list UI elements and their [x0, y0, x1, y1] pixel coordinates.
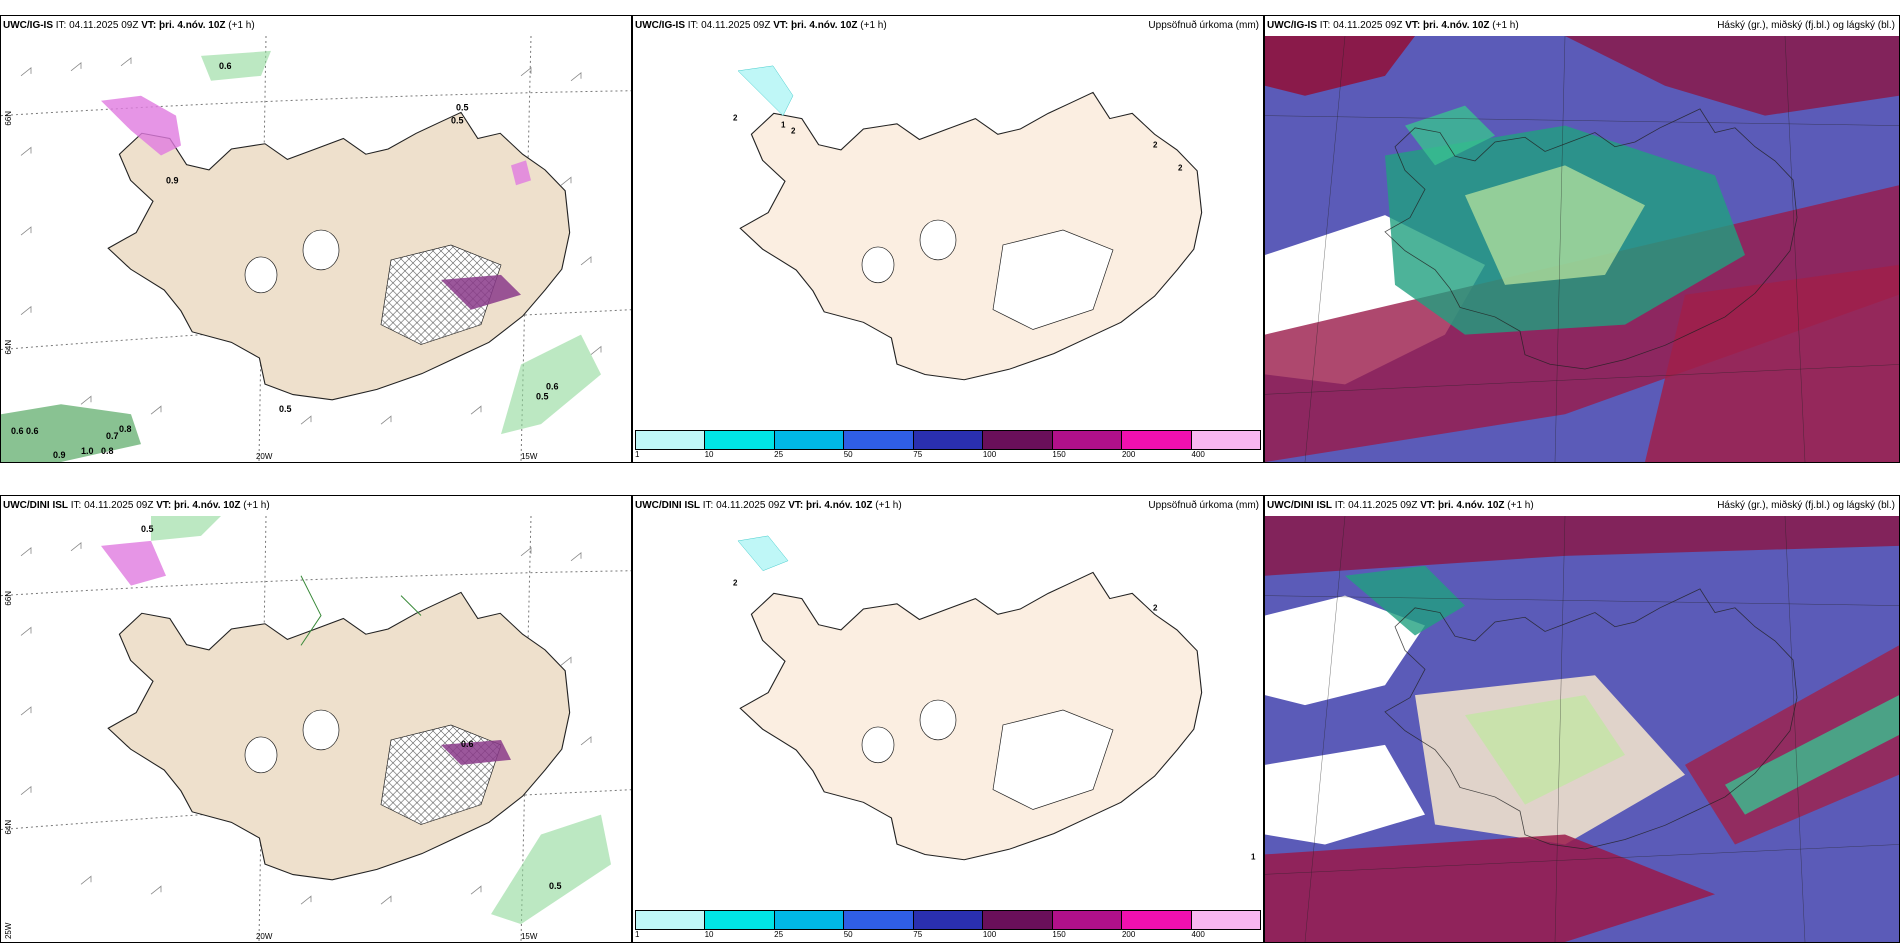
precip-value: 2	[733, 114, 738, 123]
wind-value: 0.6	[461, 739, 474, 749]
svg-text:66N: 66N	[4, 591, 13, 606]
wind-map: 0.6 0.5 0.5 0.9 0.6 0.5 0.5 0.6 0.8 0.7 …	[1, 36, 631, 462]
wind-map-panel-row0: UWC/IG-IS IT: 04.11.2025 09Z VT: þri. 4.…	[0, 15, 632, 463]
precip-map: 2 1 2 2 2	[633, 36, 1263, 430]
cloud-title: Háský (gr.), miðský (fj.bl.) og lágský (…	[1717, 500, 1895, 511]
wind-value: 0.7	[106, 431, 119, 441]
cloud-map	[1265, 516, 1899, 942]
wind-value: 0.5	[549, 881, 562, 891]
precip-value: 2	[791, 127, 796, 136]
lat-label: 64N	[4, 340, 13, 355]
cloud-title: Háský (gr.), miðský (fj.bl.) og lágský (…	[1717, 20, 1895, 31]
wind-value: 1.0	[81, 446, 94, 456]
wind-map: 0.5 0.6 0.5 20W 15W 66N 64N 25W	[1, 516, 631, 942]
lat-label: 66N	[4, 111, 13, 126]
cloud-map-panel-row0: UWC/IG-IS IT: 04.11.2025 09Z VT: þri. 4.…	[1264, 15, 1900, 463]
panel-header: UWC/DINI ISL IT: 04.11.2025 09Z VT: þri.…	[3, 500, 270, 511]
wind-value: 0.5	[279, 404, 292, 414]
svg-text:15W: 15W	[521, 932, 538, 941]
wind-value: 0.5	[456, 103, 469, 113]
panel-header: UWC/DINI ISL IT: 04.11.2025 09Z VT: þri.…	[1265, 496, 1899, 516]
precip-colorbar	[635, 430, 1261, 450]
svg-text:25W: 25W	[4, 922, 13, 939]
precip-map-panel-row0: UWC/IG-IS IT: 04.11.2025 09Z VT: þri. 4.…	[632, 15, 1264, 463]
wind-map-panel-row1: UWC/DINI ISL IT: 04.11.2025 09Z VT: þri.…	[0, 495, 632, 943]
wind-value: 0.6	[26, 426, 39, 436]
wind-value: 0.8	[101, 446, 114, 456]
precip-title: Uppsöfnuð úrkoma (mm)	[1148, 500, 1259, 511]
wind-value: 0.5	[451, 116, 464, 126]
precip-value: 1	[781, 121, 786, 130]
panel-header: UWC/DINI ISL IT: 04.11.2025 09Z VT: þri.…	[633, 496, 1263, 516]
cloud-map	[1265, 36, 1899, 462]
wind-value: 0.9	[166, 175, 179, 185]
wind-value: 0.8	[119, 424, 132, 434]
precip-colorbar	[635, 910, 1261, 930]
precip-map: 2 2 1	[633, 516, 1263, 910]
panel-header: UWC/IG-IS IT: 04.11.2025 09Z VT: þri. 4.…	[3, 20, 255, 31]
precip-value: 2	[1153, 140, 1158, 149]
precip-value: 2	[733, 579, 738, 588]
lon-label: 20W	[256, 452, 273, 461]
wind-value: 0.6	[546, 381, 559, 391]
wind-value: 0.6	[219, 61, 232, 71]
precip-map-panel-row1: UWC/DINI ISL IT: 04.11.2025 09Z VT: þri.…	[632, 495, 1264, 943]
lon-label: 15W	[521, 452, 538, 461]
svg-text:20W: 20W	[256, 932, 273, 941]
precip-value: 2	[1153, 604, 1158, 613]
colorbar-labels: 1 10 25 50 75 100 150 200 400	[635, 930, 1205, 939]
wind-value: 0.6	[11, 426, 24, 436]
wind-value: 0.5	[141, 524, 154, 534]
precip-title: Uppsöfnuð úrkoma (mm)	[1148, 20, 1259, 31]
svg-text:64N: 64N	[4, 820, 13, 835]
precip-value: 2	[1178, 163, 1183, 172]
wind-value: 0.5	[536, 391, 549, 401]
panel-header: UWC/IG-IS IT: 04.11.2025 09Z VT: þri. 4.…	[1265, 16, 1899, 36]
cloud-map-panel-row1: UWC/DINI ISL IT: 04.11.2025 09Z VT: þri.…	[1264, 495, 1900, 943]
wind-value: 0.9	[53, 450, 66, 460]
precip-value: 1	[1251, 852, 1256, 861]
panel-header: UWC/IG-IS IT: 04.11.2025 09Z VT: þri. 4.…	[633, 16, 1263, 36]
colorbar-labels: 1 10 25 50 75 100 150 200 400	[635, 450, 1205, 459]
